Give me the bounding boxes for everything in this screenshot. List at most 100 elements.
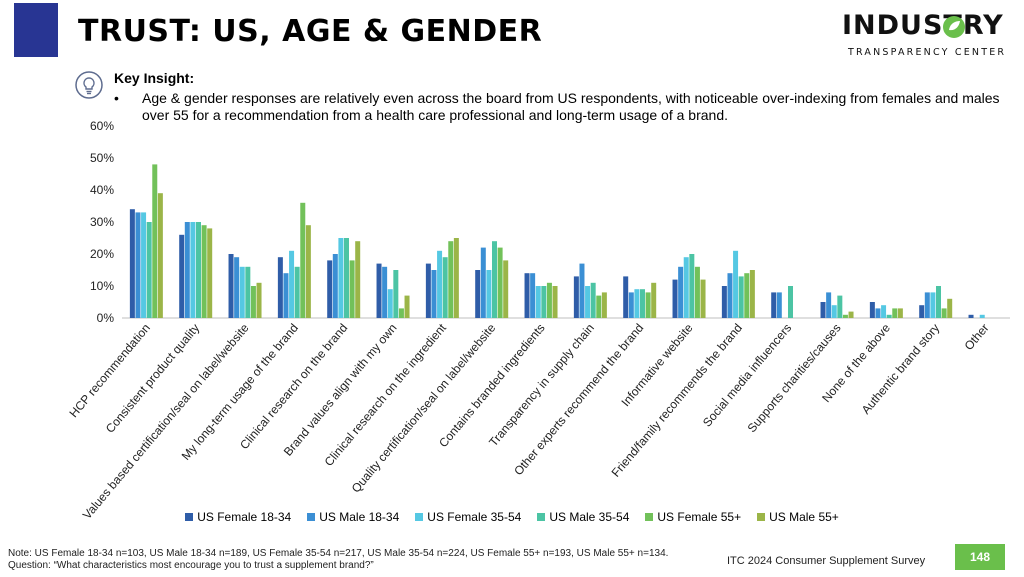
bar [700,279,706,318]
survey-source: ITC 2024 Consumer Supplement Survey [727,555,926,567]
legend-item: US Male 55+ [757,510,839,524]
bar [245,266,251,318]
logo-subtitle: TRANSPARENCY CENTER [848,47,1007,58]
bar [546,282,552,318]
bar [733,250,739,318]
bar [344,238,349,318]
bar [869,302,875,318]
bar [634,289,640,318]
lightbulb-icon [75,71,103,99]
y-tick-label: 40% [90,183,114,197]
bar [196,222,201,318]
bar [387,289,393,318]
y-tick-label: 50% [90,151,114,165]
bar [480,247,486,318]
legend-item: US Female 55+ [645,510,741,524]
logo-word: INDUSTRY [842,10,1004,41]
bar [300,202,306,318]
bar [453,238,459,318]
bar [596,295,602,318]
legend-item: US Female 35-54 [415,510,521,524]
bar [831,305,837,318]
bar [338,238,344,318]
bar [749,270,755,318]
legend-label: US Female 55+ [657,510,742,524]
bar [503,260,509,318]
bar [283,273,289,318]
bar [486,270,492,318]
bar [207,228,213,318]
bar [820,302,826,318]
bar [721,286,727,318]
bar [727,273,733,318]
x-tick-label: Transparency in supply chain [486,321,597,449]
bar [234,257,240,318]
bar [924,292,930,318]
title-accent-bar [14,3,58,57]
bar [892,308,898,318]
bar [497,247,503,318]
bar [524,273,530,318]
bar [448,241,454,318]
bar [694,266,700,318]
y-tick-label: 20% [90,247,114,261]
bar [936,286,941,318]
bar [672,279,678,318]
bar [129,209,135,318]
bar [645,292,651,318]
legend-swatch [757,513,766,521]
bar [332,254,338,318]
bar [152,164,158,318]
y-tick-label: 10% [90,279,114,293]
legend-swatch [185,513,194,521]
bar [250,286,256,318]
bar [305,225,311,318]
legend-swatch [537,513,546,521]
bar [573,276,579,318]
bar [294,266,300,318]
bar [349,260,355,318]
bar [442,257,448,318]
bar [590,282,596,318]
bar [941,308,947,318]
bar [425,263,431,318]
footnote: Note: US Female 18-34 n=103, US Male 18-… [8,548,669,571]
bar [579,263,585,318]
bar [826,292,832,318]
bar [355,241,361,318]
x-tick-label: HCP recommendation [66,321,152,420]
bar [947,298,953,318]
legend-label: US Female 35-54 [427,510,522,524]
bar [135,212,141,318]
bar [437,250,443,318]
bar [837,295,843,318]
bar [771,292,777,318]
legend-swatch [415,513,424,521]
legend-item: US Male 35-54 [537,510,629,524]
bar [327,260,333,318]
x-tick-label: Supports charities/causes [745,321,844,435]
bar [842,314,848,318]
bar [146,222,152,318]
y-tick-label: 30% [90,215,114,229]
bar [141,212,147,318]
bar [678,266,684,318]
bar [930,292,936,318]
bar [848,311,854,318]
bar [376,263,382,318]
bar [535,286,541,318]
bar [651,282,657,318]
bar [382,266,388,318]
legend-label: US Female 18-34 [197,510,292,524]
bar [228,254,234,318]
legend-swatch [307,513,316,521]
bar [776,292,782,318]
bar [530,273,536,318]
bar [190,222,196,318]
bar [738,276,744,318]
bar [689,254,695,318]
bar [431,270,437,318]
y-tick-label: 0% [97,311,115,325]
bar [256,282,262,318]
legend-swatch [645,513,654,521]
